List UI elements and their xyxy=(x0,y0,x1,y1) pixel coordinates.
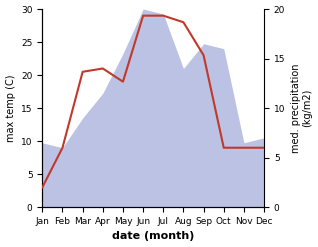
X-axis label: date (month): date (month) xyxy=(112,231,194,242)
Y-axis label: med. precipitation
(kg/m2): med. precipitation (kg/m2) xyxy=(291,63,313,153)
Y-axis label: max temp (C): max temp (C) xyxy=(5,74,16,142)
